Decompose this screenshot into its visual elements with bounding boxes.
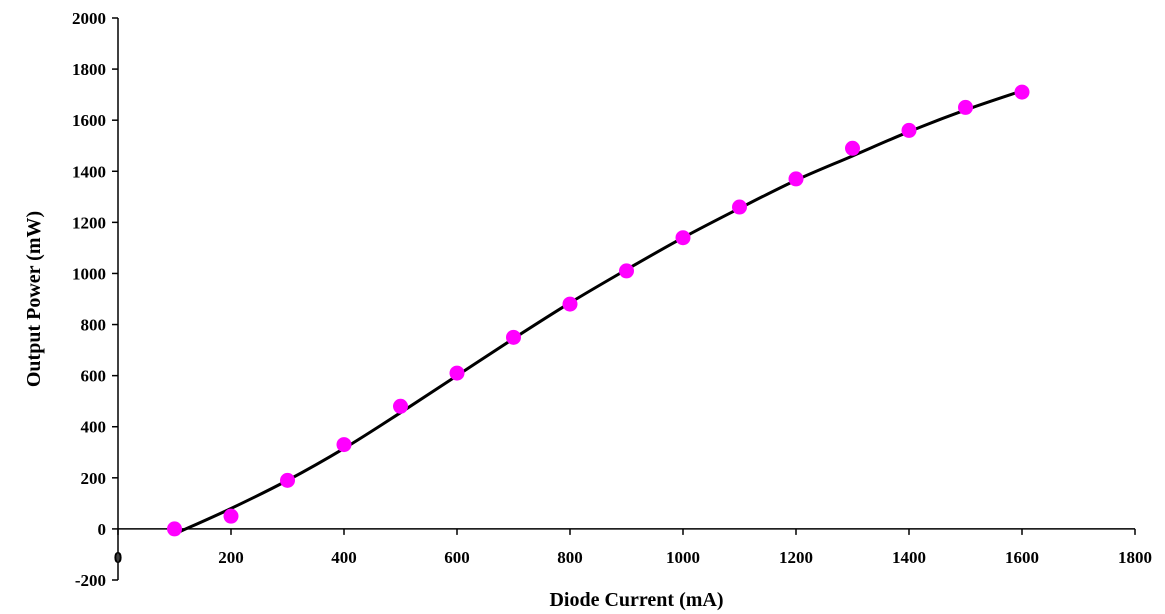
y-tick-label: 2000: [72, 9, 106, 28]
data-point: [845, 140, 860, 156]
data-point: [901, 122, 917, 138]
y-ticks: -200 0 200 400 600 800 1000 1200 1400 1600 1800 200…: [72, 9, 118, 590]
data-point: [393, 398, 408, 414]
x-tick-label: 1600: [1005, 548, 1039, 567]
y-tick-label: 1600: [72, 111, 106, 130]
y-tick-label: 200: [81, 469, 107, 488]
x-tick-label: 600: [444, 548, 470, 567]
y-tick-label: 1800: [72, 60, 106, 79]
x-tick-label: 1000: [666, 548, 700, 567]
data-point: [167, 521, 182, 537]
data-point: [449, 365, 465, 381]
y-tick-label: 0: [98, 520, 107, 539]
x-axis-title: Diode Current (mA): [549, 589, 723, 611]
x-tick-label: 200: [218, 548, 244, 567]
y-axis-title: Output Power (mW): [23, 211, 45, 387]
x-tick-label: 400: [331, 548, 357, 567]
fit-line: [179, 89, 1023, 533]
data-point: [958, 99, 973, 115]
data-point: [336, 437, 352, 453]
data-point: [1014, 84, 1030, 100]
x-tick-label: 800: [557, 548, 583, 567]
data-point: [619, 263, 634, 279]
data-point: [675, 230, 691, 246]
data-point: [732, 199, 747, 215]
axes: [117, 18, 1135, 580]
data-point: [223, 508, 239, 524]
y-tick-label: 1000: [72, 264, 106, 283]
x-tick-label: 1200: [779, 548, 813, 567]
y-tick-label: 400: [81, 418, 107, 437]
y-tick-label: 800: [81, 316, 107, 335]
x-ticks: 0 200 400 600 800 1000 1200 1400 1600 1800: [114, 528, 1152, 567]
series-layer: [167, 84, 1030, 537]
data-point: [506, 329, 521, 345]
data-point: [562, 296, 578, 312]
x-tick-label: 1400: [892, 548, 926, 567]
data-point: [280, 472, 295, 488]
y-tick-label: 600: [81, 367, 107, 386]
y-tick-label: 1200: [72, 213, 106, 232]
data-point: [788, 171, 804, 187]
y-tick-label: -200: [75, 571, 106, 590]
x-tick-label: 0: [114, 548, 123, 567]
x-tick-label: 1800: [1118, 548, 1152, 567]
y-tick-label: 1400: [72, 162, 106, 181]
